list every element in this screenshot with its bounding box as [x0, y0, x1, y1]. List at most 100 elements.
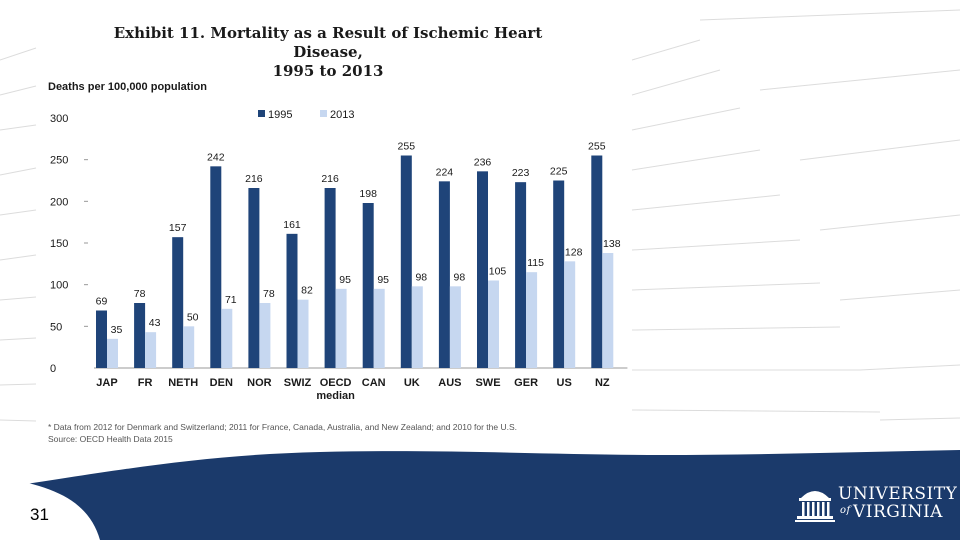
y-tick-label: 200: [50, 196, 68, 208]
bar-2013: [526, 272, 538, 368]
bar-2013: [183, 326, 195, 368]
bar-1995: [210, 166, 222, 368]
y-tick-label: 150: [50, 238, 68, 250]
x-category-label: AUS: [438, 377, 461, 389]
x-category-label: JAP: [96, 377, 117, 389]
data-label-2013: 50: [187, 311, 199, 323]
data-label-2013: 98: [415, 271, 427, 283]
bar-chart: Deaths per 100,000 population 1995 2013 0 50…: [48, 81, 628, 444]
y-tick-label: 300: [50, 113, 68, 125]
data-label-2013: 105: [489, 266, 507, 278]
chart-title-line-1: Exhibit 11. Mortality as a Result of Isc…: [113, 24, 543, 61]
data-label-2013: 128: [565, 246, 583, 258]
data-label-1995: 223: [512, 167, 530, 179]
bar-1995: [400, 155, 412, 368]
data-label-2013: 115: [527, 257, 544, 269]
x-category-label: SWIZ: [284, 377, 312, 389]
sketch-line: [631, 69, 721, 96]
bar-1995: [172, 237, 184, 368]
data-label-1995: 236: [474, 156, 492, 168]
x-category-label: OECD: [320, 377, 352, 389]
bar-1995: [248, 188, 260, 368]
data-label-1995: 242: [207, 151, 225, 163]
data-label-2013: 82: [301, 285, 313, 297]
sketch-line: [0, 124, 37, 131]
x-category-label: SWE: [475, 377, 500, 389]
legend-swatch: [320, 110, 327, 117]
data-label-2013: 95: [377, 274, 389, 286]
data-label-2013: 35: [111, 324, 123, 336]
bar-1995: [477, 171, 488, 368]
bar-2013: [411, 286, 423, 368]
sketch-line: [0, 209, 37, 216]
y-tick-label: 100: [50, 280, 68, 292]
sketch-line: [759, 69, 960, 91]
data-label-1995: 225: [550, 166, 568, 178]
sketch-line: [879, 417, 960, 421]
chart-title: Exhibit 11. Mortality as a Result of Isc…: [78, 24, 578, 81]
sketch-line: [699, 9, 960, 21]
sketch-line: [859, 364, 960, 371]
x-category-label: DEN: [210, 377, 233, 389]
bar-2013: [145, 332, 157, 368]
bar-1995: [324, 188, 336, 368]
bar-1995: [134, 303, 146, 368]
data-label-1995: 255: [588, 141, 606, 153]
bar-1995: [362, 203, 374, 368]
data-label-1995: 78: [134, 288, 146, 300]
sketch-line: [0, 85, 37, 96]
sketch-line: [0, 254, 37, 261]
sketch-line: [631, 149, 761, 171]
bar-2013: [221, 308, 233, 368]
bar-2013: [107, 338, 118, 368]
data-label-1995: 255: [398, 141, 416, 153]
bar-2013: [335, 288, 347, 368]
sketch-line: [0, 167, 37, 176]
logo-word-virginia: VIRGINIA: [853, 502, 943, 522]
sketch-line: [631, 194, 781, 211]
bar-2013: [297, 299, 309, 368]
y-tick-label: 50: [50, 321, 62, 333]
sketch-line: [0, 47, 37, 61]
data-label-2013: 138: [603, 238, 621, 250]
y-tick-label: 250: [50, 155, 68, 167]
slide-number: 31: [30, 505, 49, 524]
x-category-label: US: [557, 377, 572, 389]
bar-1995: [553, 180, 565, 368]
chart-source: Source: OECD Health Data 2015: [48, 434, 173, 444]
bar-2013: [259, 303, 271, 368]
data-label-2013: 98: [454, 271, 466, 283]
data-label-2013: 95: [339, 274, 351, 286]
logo-word-of: of: [840, 505, 851, 516]
data-label-1995: 216: [245, 173, 263, 185]
data-label-1995: 157: [169, 222, 187, 234]
x-category-label: NZ: [595, 377, 610, 389]
x-category-label: median: [316, 390, 355, 402]
sketch-line: [631, 282, 821, 291]
bar-1995: [96, 310, 107, 368]
data-label-1995: 198: [359, 188, 377, 200]
university-logo: UNIVERSITY of VIRGINIA: [795, 484, 957, 524]
bar-1995: [438, 181, 450, 368]
bar-2013: [373, 288, 385, 368]
data-label-1995: 216: [321, 173, 339, 185]
sketch-line: [0, 337, 37, 341]
sketch-line: [0, 383, 37, 386]
bar-1995: [286, 233, 298, 368]
sketch-line: [631, 409, 881, 413]
chart-title-line-2: 1995 to 2013: [272, 62, 384, 80]
x-category-label: GER: [514, 377, 538, 389]
sketch-line: [631, 239, 801, 251]
data-label-2013: 78: [263, 288, 275, 300]
sketch-line: [631, 39, 701, 61]
x-category-label: CAN: [362, 377, 386, 389]
bar-1995: [515, 182, 527, 368]
chart-panel: Exhibit 11. Mortality as a Result of Isc…: [38, 18, 630, 450]
band-white-cut: [0, 478, 100, 540]
sketch-line: [0, 419, 37, 422]
legend-label: 2013: [330, 109, 354, 121]
data-label-1995: 161: [283, 219, 301, 231]
